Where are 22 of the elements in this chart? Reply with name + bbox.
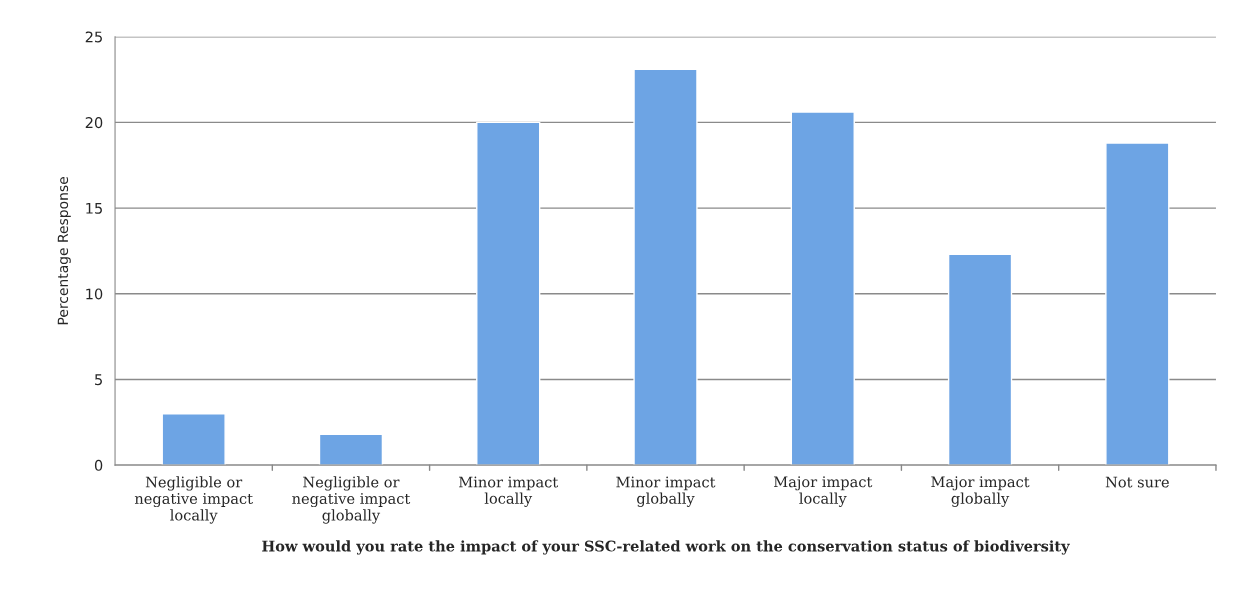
x-axis-title: How would you rate the impact of your SSC-related work on the conservation status of biodiversity	[262, 540, 1070, 555]
bar	[318, 433, 384, 466]
x-tick-label: Negligible or negative impact globally	[292, 476, 411, 524]
bar	[633, 68, 698, 466]
y-tick-label: 20	[85, 117, 103, 129]
y-tick-label: 0	[94, 459, 103, 471]
bar	[476, 121, 541, 466]
y-tick-label: 15	[86, 202, 102, 214]
x-tick-label: Major impact locally	[773, 476, 873, 507]
y-axis-title: Percentage Response	[57, 177, 71, 325]
y-tick-label: 10	[86, 288, 103, 300]
bar	[161, 413, 226, 466]
x-tick-label: Not sure	[1105, 476, 1169, 488]
bar	[1105, 142, 1170, 466]
bar	[790, 111, 855, 466]
y-tick-label: 25	[85, 31, 102, 43]
x-tick-label: Major impact globally	[931, 476, 1030, 507]
bar	[947, 253, 1013, 466]
y-tick-label: 5	[95, 374, 102, 386]
x-tick-label: Negligible or negative impact locally	[134, 476, 253, 524]
x-tick-label: Minor impact locally	[458, 476, 559, 507]
x-tick-label: Minor impact globally	[616, 476, 716, 507]
